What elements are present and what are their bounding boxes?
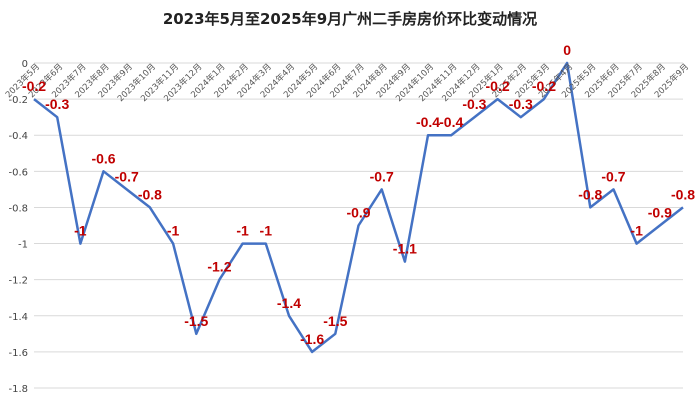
y-axis: 0 -0.2 -0.4 -0.6 -0.8 -1 -1.2 -1.4 -1.6 -1.8	[8, 59, 28, 395]
data-label: -1	[630, 223, 643, 239]
y-tick-label: -1.2	[8, 276, 28, 287]
data-label: -0.3	[45, 96, 69, 112]
data-label: -1.1	[393, 241, 417, 257]
y-tick-label: 0	[22, 59, 28, 70]
data-label: -1	[167, 223, 180, 239]
y-tick-label: -0.8	[8, 203, 28, 214]
data-label: -0.7	[370, 168, 394, 184]
data-label: -0.8	[578, 186, 602, 202]
y-tick-label: -0.2	[8, 95, 28, 106]
data-label: -0.2	[532, 78, 556, 94]
data-label: -1.2	[207, 259, 231, 275]
data-label: -1.5	[323, 313, 347, 329]
data-label: -1.5	[184, 313, 208, 329]
data-label: 0	[563, 42, 571, 58]
y-tick-label: -0.6	[8, 167, 28, 178]
data-label: -0.9	[648, 205, 672, 221]
data-label: -0.3	[509, 96, 533, 112]
data-label: -0.6	[91, 150, 115, 166]
x-axis: 2023年5月2023年6月2023年7月2023年8月2023年9月2023年…	[3, 61, 691, 104]
data-label: -0.4	[416, 114, 440, 130]
y-tick-label: -1.8	[8, 384, 28, 395]
data-label: -1	[74, 223, 87, 239]
data-label: -1	[260, 223, 273, 239]
data-labels: -0.2-0.3-1-0.6-0.7-0.8-1-1.5-1.2-1 -1-1.4…	[22, 42, 695, 347]
y-tick-label: -1	[18, 240, 28, 251]
y-tick-label: -1.6	[8, 348, 28, 359]
data-label: -0.7	[601, 168, 625, 184]
data-label: -1	[236, 223, 249, 239]
chart-title: 2023年5月至2025年9月广州二手房房价环比变动情况	[162, 10, 538, 28]
data-label: -0.8	[138, 186, 162, 202]
data-label: -0.3	[462, 96, 486, 112]
data-label: -1.6	[300, 331, 324, 347]
y-tick-label: -0.4	[8, 131, 28, 142]
series-line	[33, 61, 684, 354]
y-tick-label: -1.4	[8, 312, 28, 323]
data-label: -0.2	[486, 78, 510, 94]
data-label: -0.7	[115, 168, 139, 184]
data-label: -0.9	[346, 205, 370, 221]
data-label: -0.8	[671, 186, 695, 202]
data-label: -1.4	[277, 295, 301, 311]
data-label: -0.4	[439, 114, 463, 130]
grid-layer	[34, 62, 683, 389]
data-label: -0.2	[22, 78, 46, 94]
series-layer	[33, 61, 684, 354]
